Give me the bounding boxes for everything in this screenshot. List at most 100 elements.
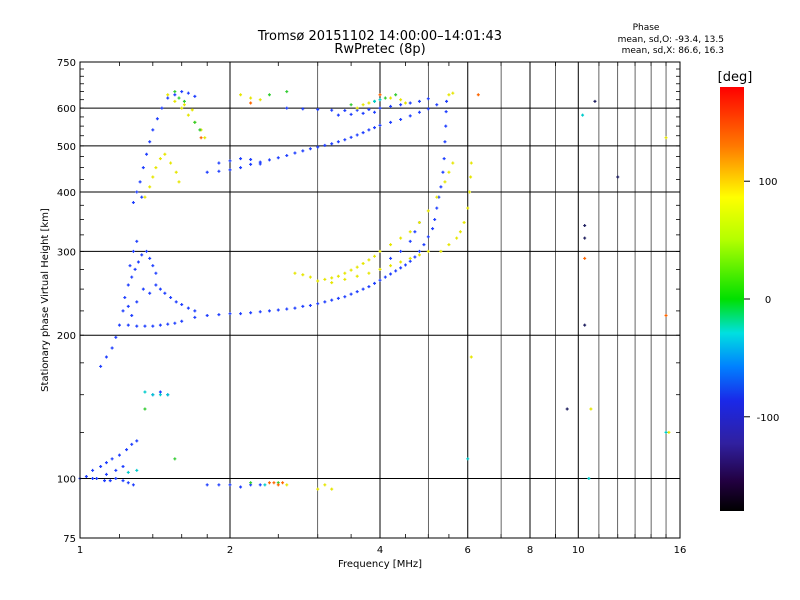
echo-point	[138, 180, 142, 184]
echo-point	[186, 113, 190, 117]
echo-point	[141, 166, 145, 170]
echo-point	[664, 430, 668, 434]
echo-point	[143, 390, 147, 394]
x-axis-label: Frequency [MHz]	[338, 559, 422, 570]
echo-point	[323, 277, 327, 281]
echo-point	[439, 185, 443, 189]
echo-points	[78, 90, 671, 491]
echo-point	[383, 96, 387, 100]
echo-point	[249, 481, 253, 485]
echo-point	[158, 390, 162, 394]
chart-subtitle: RwPretec (8p)	[334, 42, 425, 57]
echo-point	[476, 93, 480, 97]
echo-point	[466, 457, 470, 461]
echo-point	[276, 156, 280, 160]
echo-point	[267, 158, 271, 162]
echo-point	[399, 103, 403, 107]
echo-point	[281, 481, 285, 485]
echo-point	[399, 236, 403, 240]
echo-point	[349, 268, 353, 272]
echo-point	[455, 236, 459, 240]
echo-point	[104, 472, 108, 476]
echo-point	[276, 483, 280, 487]
echo-point	[667, 430, 671, 434]
echo-point	[135, 324, 139, 328]
echo-point	[378, 98, 382, 102]
echo-point	[110, 457, 114, 461]
echo-point	[316, 302, 320, 306]
echo-point	[408, 259, 412, 263]
echo-point	[442, 157, 446, 161]
y-tick-label: 750	[57, 58, 76, 69]
echo-point	[205, 314, 209, 318]
echo-point	[217, 483, 221, 487]
echo-point	[228, 312, 232, 316]
echo-point	[417, 253, 421, 257]
echo-point	[389, 264, 393, 268]
echo-point	[583, 236, 587, 240]
echo-point	[447, 243, 451, 247]
echo-point	[117, 453, 121, 457]
echo-point	[330, 487, 334, 491]
echo-point	[426, 107, 430, 111]
echo-point	[258, 483, 262, 487]
echo-point	[323, 483, 327, 487]
echo-point	[193, 94, 197, 98]
echo-point	[217, 169, 221, 173]
echo-point	[664, 136, 668, 140]
y-axis-label: Stationary phase Virtual Height [km]	[40, 208, 51, 392]
colorbar-tick-label: 0	[765, 295, 771, 306]
echo-point	[193, 309, 197, 313]
echo-point	[267, 481, 271, 485]
echo-point	[166, 93, 170, 97]
echo-point	[193, 120, 197, 124]
echo-point	[349, 103, 353, 107]
y-tick-label: 100	[57, 475, 76, 486]
echo-point	[140, 253, 144, 257]
echo-point	[121, 479, 125, 483]
echo-point	[361, 287, 365, 291]
echo-point	[177, 180, 181, 184]
y-tick-label: 600	[57, 104, 76, 115]
echo-point	[367, 101, 371, 105]
echo-point	[203, 136, 207, 140]
echo-point	[301, 273, 305, 277]
echo-point	[361, 111, 365, 115]
echo-point	[135, 468, 139, 472]
echo-point	[148, 185, 152, 189]
echo-point	[148, 140, 152, 144]
echo-point	[249, 101, 253, 105]
echo-point	[616, 175, 620, 179]
echo-point	[399, 249, 403, 253]
echo-point	[355, 290, 359, 294]
echo-point	[173, 90, 177, 94]
colorbar-ticks: 100 0 -100	[744, 177, 779, 424]
echo-point	[285, 483, 289, 487]
echo-point	[378, 106, 382, 110]
echo-point	[130, 314, 134, 318]
echo-point	[239, 312, 243, 316]
echo-point	[293, 151, 297, 155]
echo-point	[163, 152, 167, 156]
echo-point	[373, 281, 377, 285]
echo-point	[378, 123, 382, 127]
echo-point	[239, 166, 243, 170]
echo-point	[389, 243, 393, 247]
echo-point	[373, 126, 377, 130]
y-tick-label: 200	[57, 331, 76, 342]
echo-point	[343, 271, 347, 275]
echo-point	[95, 477, 99, 481]
echo-point	[355, 106, 359, 110]
echo-point	[367, 128, 371, 132]
echo-point	[126, 323, 130, 327]
echo-point	[293, 271, 297, 275]
echo-point	[173, 457, 177, 461]
echo-point	[174, 300, 178, 304]
echo-point	[131, 483, 135, 487]
echo-point	[408, 101, 412, 105]
echo-point	[158, 157, 162, 161]
echo-point	[267, 93, 271, 97]
echo-point	[128, 264, 132, 268]
echo-point	[593, 99, 597, 103]
